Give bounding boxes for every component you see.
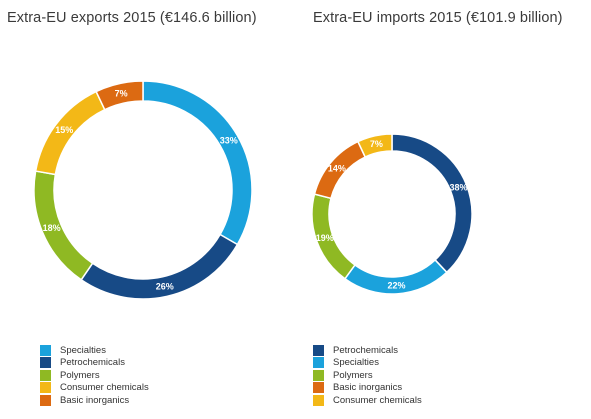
exports-legend-swatch [40,382,51,394]
exports-legend-item-petrochemicals: Petrochemicals [40,357,149,370]
exports-legend-swatch [40,357,51,369]
imports-legend-label: Petrochemicals [333,344,398,356]
imports-legend-item-petrochemicals: Petrochemicals [313,344,422,357]
exports-label-basic-inorganics: 7% [115,88,128,98]
imports-legend-label: Polymers [333,369,373,381]
imports-slice-consumer-chemicals [356,133,393,158]
exports-legend-item-specialties: Specialties [40,344,149,357]
imports-legend-label: Consumer chemicals [333,394,422,406]
imports-legend-item-consumer-chemicals: Consumer chemicals [313,394,422,407]
imports-legend-swatch [313,357,324,369]
exports-legend-swatch [40,369,51,381]
exports-legend: Specialties Petrochemicals Polymers Consume… [40,344,149,407]
imports-label-polymers: 19% [316,233,334,243]
exports-legend-label: Basic inorganics [60,394,130,406]
exports-label-petrochemicals: 26% [156,282,174,292]
imports-legend: Petrochemicals Specialties Polymers Basic i… [313,344,422,407]
imports-legend-label: Specialties [333,357,379,369]
exports-legend-label: Petrochemicals [60,357,125,369]
exports-chart-title: Extra-EU exports 2015 (€146.6 billion) [7,10,257,26]
imports-legend-swatch [313,344,324,356]
exports-legend-swatch [40,394,51,406]
imports-legend-swatch [313,369,324,381]
exports-label-polymers: 18% [43,223,61,233]
imports-chart-title: Extra-EU imports 2015 (€101.9 billion) [313,10,563,26]
exports-label-specialties: 33% [220,136,238,146]
exports-legend-item-consumer-chemicals: Consumer chemicals [40,382,149,395]
imports-label-consumer-chemicals: 7% [370,139,383,149]
exports-slice-basic-inorganics [95,80,144,111]
imports-label-basic-inorganics: 14% [328,163,346,173]
imports-label-petrochemicals: 38% [449,183,467,193]
imports-slice-petrochemicals [391,133,473,274]
exports-legend-swatch [40,344,51,356]
exports-legend-item-polymers: Polymers [40,369,149,382]
imports-legend-label: Basic inorganics [333,382,403,394]
exports-legend-label: Consumer chemicals [60,382,149,394]
exports-label-consumer-chemicals: 15% [55,125,73,135]
imports-legend-item-polymers: Polymers [313,369,422,382]
imports-legend-item-specialties: Specialties [313,357,422,370]
exports-legend-item-basic-inorganics: Basic inorganics [40,394,149,407]
imports-legend-item-basic-inorganics: Basic inorganics [313,382,422,395]
imports-label-specialties: 22% [387,280,405,290]
exports-legend-label: Polymers [60,369,100,381]
exports-legend-label: Specialties [60,344,106,356]
imports-legend-swatch [313,394,324,406]
imports-legend-swatch [313,382,324,394]
